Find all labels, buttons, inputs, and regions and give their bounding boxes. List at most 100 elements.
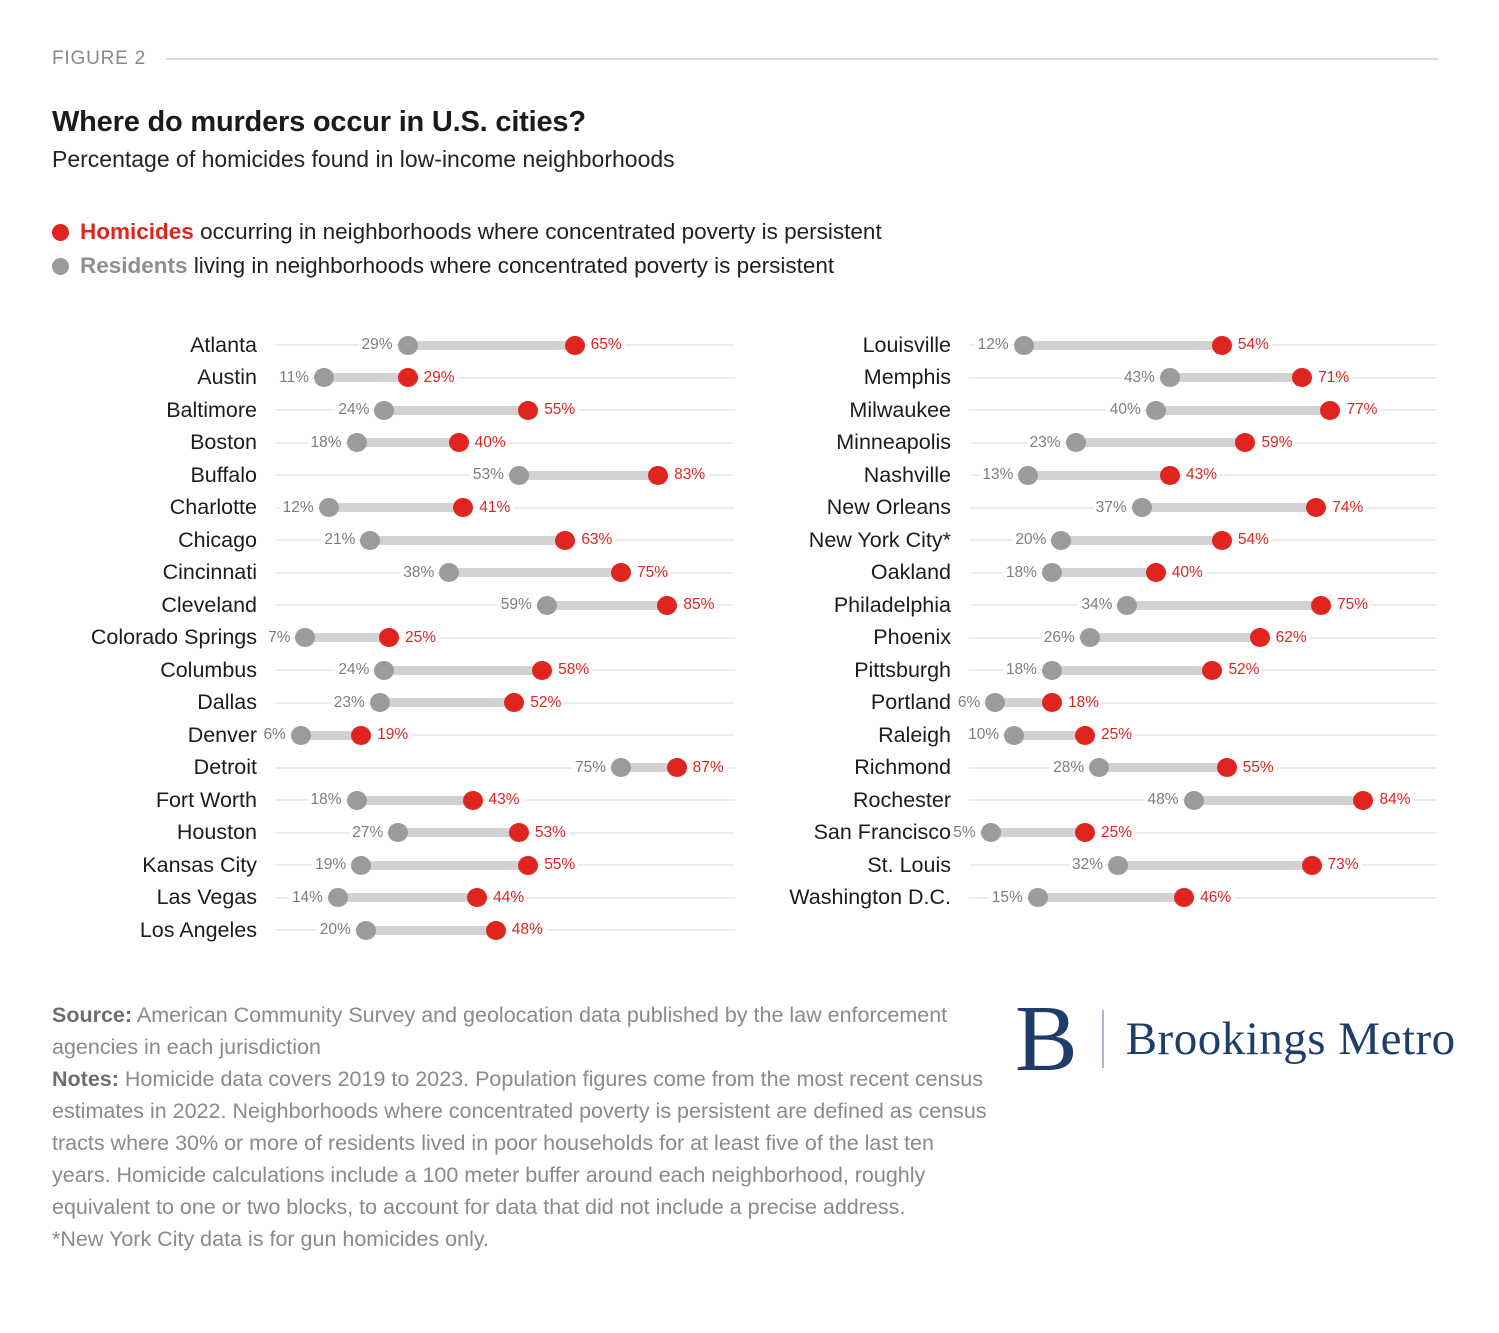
chart-row-colorado-springs: Colorado Springs 7% 25% (52, 622, 737, 655)
homicides-value-label: 29% (420, 367, 458, 388)
residents-value-label: 29% (358, 335, 396, 356)
homicides-value-label: 71% (1315, 367, 1353, 388)
dumbbell-connector (365, 925, 496, 935)
source-line: Source: American Community Survey and ge… (52, 999, 987, 1063)
residents-dot (369, 693, 390, 713)
residents-value-label: 26% (1040, 627, 1078, 648)
chart-row-nashville: Nashville 13% 43% (763, 459, 1439, 492)
homicides-dot (564, 335, 585, 355)
row-plot: 29% 65% (273, 329, 737, 362)
legend-desc-homicides: occurring in neighborhoods where concent… (200, 219, 882, 244)
city-label: Denver (187, 722, 257, 747)
dumbbell-connector (1061, 535, 1222, 545)
row-plot: 24% 58% (273, 654, 737, 687)
chart-column-right: Louisville 12% 54% Memphis 43% 71% Milwaukee 40… (763, 329, 1439, 947)
residents-value-label: 59% (497, 595, 535, 616)
row-plot: 20% 54% (967, 524, 1439, 557)
residents-value-label: 27% (349, 822, 387, 843)
chart-row-fort-worth: Fort Worth 18% 43% (52, 784, 737, 817)
dumbbell-connector (1089, 633, 1260, 643)
homicides-value-label: 25% (1098, 725, 1136, 746)
dumbbell-connector (995, 698, 1052, 708)
residents-dot (360, 530, 381, 550)
residents-value-label: 48% (1144, 790, 1182, 811)
city-label: Philadelphia (833, 592, 951, 617)
homicides-value-label: 75% (1334, 595, 1372, 616)
footer: Source: American Community Survey and ge… (52, 991, 1455, 1255)
homicides-dot (504, 693, 525, 713)
notes-line: Notes: Homicide data covers 2019 to 2023… (52, 1063, 987, 1223)
row-plot: 53% 83% (273, 459, 737, 492)
city-label: Charlotte (169, 495, 257, 520)
homicides-dot (555, 530, 576, 550)
residents-dot (346, 433, 367, 453)
residents-dot (397, 335, 418, 355)
row-plot: 19% 55% (273, 849, 737, 882)
homicides-value-label: 87% (689, 757, 727, 778)
dumbbell-connector (324, 373, 408, 383)
chart-row-san-francisco: San Francisco 5% 25% (763, 817, 1439, 850)
residents-value-label: 18% (307, 790, 345, 811)
city-label: New York City* (808, 527, 951, 552)
row-plot: 23% 59% (967, 427, 1439, 460)
homicides-value-label: 77% (1343, 400, 1381, 421)
homicides-value-label: 43% (485, 790, 523, 811)
residents-value-label: 10% (965, 725, 1003, 746)
city-label: Baltimore (166, 397, 257, 422)
residents-dot (388, 823, 409, 843)
city-label: Rochester (853, 787, 951, 812)
city-label: Chicago (178, 527, 257, 552)
axis-track (275, 766, 735, 769)
chart-row-detroit: Detroit 75% 87% (52, 752, 737, 785)
city-label: Nashville (863, 462, 951, 487)
homicides-dot (611, 563, 631, 583)
row-plot: 40% 77% (967, 394, 1439, 427)
row-plot: 12% 41% (273, 492, 737, 525)
city-label: Cincinnati (162, 560, 257, 585)
dumbbell-connector (1193, 795, 1364, 805)
dumbbell-connector (546, 600, 668, 610)
residents-value-label: 75% (571, 757, 609, 778)
axis-track (969, 734, 1437, 737)
homicides-dot (1211, 335, 1232, 355)
homicides-value-label: 62% (1272, 627, 1310, 648)
dumbbell-connector (1141, 503, 1317, 513)
asterisk-note: *New York City data is for gun homicides… (52, 1226, 489, 1251)
homicides-dot (508, 823, 529, 843)
homicides-value-label: 55% (1239, 757, 1277, 778)
city-label: Las Vegas (156, 885, 257, 910)
city-label: Milwaukee (849, 397, 951, 422)
homicides-value-label: 46% (1197, 887, 1235, 908)
city-label: Memphis (863, 365, 951, 390)
chart-row-st-louis: St. Louis 32% 73% (763, 849, 1439, 882)
city-label: Los Angeles (139, 917, 257, 942)
chart-row-philadelphia: Philadelphia 34% 75% (763, 589, 1439, 622)
dumbbell-connector (337, 893, 478, 903)
residents-dot (290, 725, 311, 745)
dumbbell-connector (1051, 568, 1156, 578)
residents-legend-dot-icon (52, 257, 69, 275)
axis-track (969, 831, 1437, 834)
city-label: Kansas City (142, 852, 257, 877)
homicides-dot (1174, 888, 1195, 908)
residents-value-label: 5% (950, 822, 979, 843)
residents-value-label: 24% (335, 660, 373, 681)
dumbbell-connector (356, 438, 459, 448)
homicides-value-label: 63% (578, 530, 616, 551)
homicides-dot (1292, 368, 1313, 388)
axis-track (969, 701, 1437, 704)
residents-value-label: 24% (335, 400, 373, 421)
homicides-dot (1235, 433, 1256, 453)
row-plot: 75% 87% (273, 752, 737, 785)
residents-dot (1145, 400, 1166, 420)
row-plot: 12% 54% (967, 329, 1439, 362)
homicides-value-label: 73% (1324, 855, 1362, 876)
residents-value-label: 28% (1050, 757, 1088, 778)
city-label: New Orleans (826, 495, 951, 520)
residents-dot (611, 758, 631, 778)
residents-value-label: 21% (321, 530, 359, 551)
axis-track (275, 376, 735, 379)
chart-row-rochester: Rochester 48% 84% (763, 784, 1439, 817)
homicides-dot (1159, 465, 1180, 485)
row-plot: 20% 48% (273, 914, 737, 947)
